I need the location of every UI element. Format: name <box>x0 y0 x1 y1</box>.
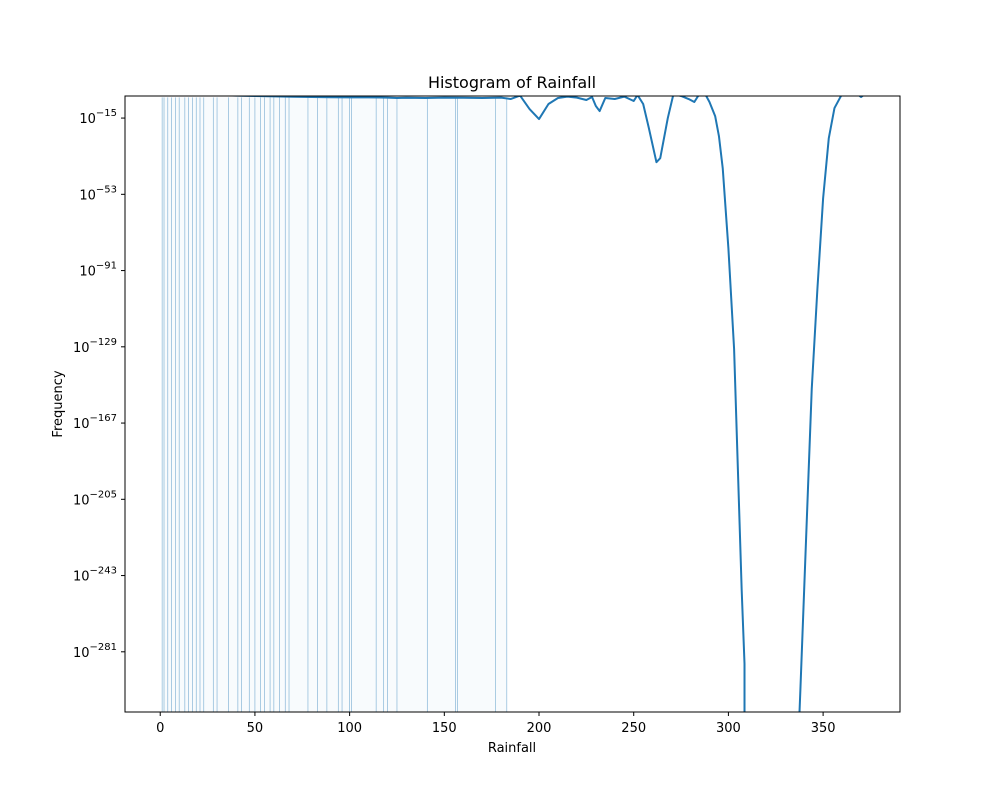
histogram-bar-fill <box>388 97 397 712</box>
histogram-bar-fill <box>397 97 427 712</box>
x-tick-label: 350 <box>811 721 836 736</box>
x-axis: 0 50 100 150 200 250 300 350 <box>156 712 836 736</box>
y-tick-label: 10−15 <box>79 108 117 127</box>
histogram-bar-fill <box>192 97 196 712</box>
histogram-bar-fill <box>228 97 237 712</box>
histogram-bar-fill <box>458 97 496 712</box>
histogram-bar-fill <box>289 97 308 712</box>
histogram-bars <box>161 97 508 712</box>
histogram-bar-fill <box>189 97 193 712</box>
histogram-bar-fill <box>338 97 342 712</box>
histogram-bar-fill <box>384 97 388 712</box>
y-tick-label: 10−205 <box>73 489 117 508</box>
x-tick-label: 200 <box>527 721 552 736</box>
y-axis: 10−15 10−53 10−91 10−129 10−167 10−205 10−243 1… <box>73 108 125 661</box>
x-axis-label: Rainfall <box>488 741 536 756</box>
y-tick-label: 10−53 <box>79 184 117 203</box>
histogram-bar-fill <box>261 97 265 712</box>
histogram-bar-fill <box>179 97 185 712</box>
plot-frame <box>124 95 901 713</box>
density-curve-layer <box>217 96 865 712</box>
histogram-bar-fill <box>274 97 280 712</box>
x-tick-label: 150 <box>432 721 457 736</box>
histogram-bar-fill <box>255 97 261 712</box>
histogram-bar-fill <box>376 97 384 712</box>
histogram-bar-fill <box>175 97 179 712</box>
y-tick-label: 10−167 <box>73 413 117 432</box>
histogram-bar-fill <box>317 97 326 712</box>
histogram-bar-fill <box>427 97 455 712</box>
y-axis-label: Frequency <box>51 370 66 437</box>
y-tick-label: 10−91 <box>79 261 117 280</box>
histogram-bar-fill <box>495 97 506 712</box>
histogram-bar-fill <box>164 97 168 712</box>
y-tick-label: 10−129 <box>73 337 117 356</box>
histogram-bar-fill <box>342 97 350 712</box>
histogram-bar-fill <box>327 97 338 712</box>
histogram-bar-fill <box>204 97 213 712</box>
x-tick-label: 250 <box>621 721 646 736</box>
y-tick-label: 10−243 <box>73 566 117 585</box>
histogram-bar-fill <box>200 97 204 712</box>
histogram-bar-fill <box>238 97 242 712</box>
histogram-bar-fill <box>168 97 172 712</box>
chart-title: Histogram of Rainfall <box>428 73 596 92</box>
histogram-bar-fill <box>308 97 317 712</box>
density-line <box>217 96 865 712</box>
histogram-bar-fill <box>280 97 286 712</box>
x-tick-label: 100 <box>337 721 362 736</box>
histogram-bar-fill <box>270 97 274 712</box>
histogram-bar-fill <box>264 97 270 712</box>
histogram-bar-fill <box>285 97 289 712</box>
histogram-bar-fill <box>217 97 228 712</box>
histogram-bar-fill <box>172 97 176 712</box>
x-tick-label: 300 <box>716 721 741 736</box>
histogram-bar-fill <box>249 97 255 712</box>
histogram-bar-fill <box>213 97 217 712</box>
x-tick-label: 0 <box>156 721 164 736</box>
y-tick-label: 10−281 <box>73 642 117 661</box>
histogram-bar-fill <box>185 97 189 712</box>
histogram-bar-fill <box>242 97 250 712</box>
histogram-bar-fill <box>352 97 377 712</box>
histogram-bar-fill <box>196 97 200 712</box>
x-tick-label: 50 <box>247 721 264 736</box>
